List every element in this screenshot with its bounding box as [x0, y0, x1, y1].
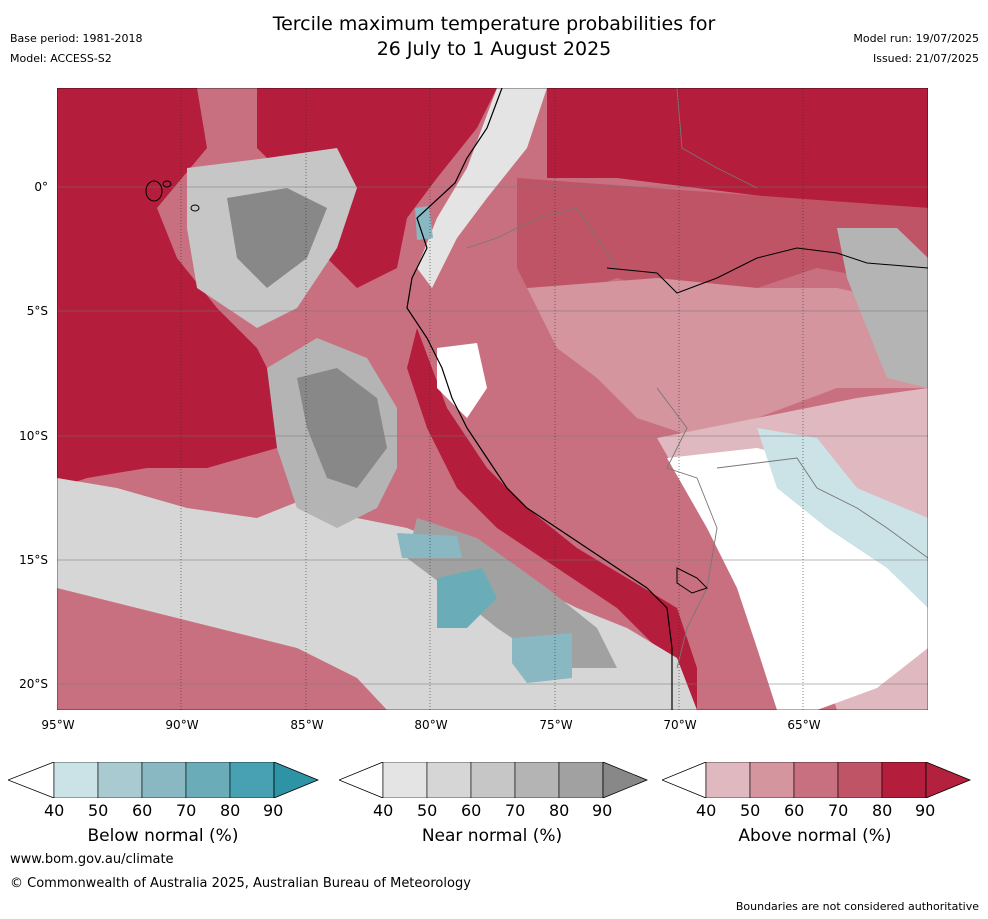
above-tick-50: 50 — [740, 801, 761, 820]
no-dominant-coast-patch — [437, 343, 487, 418]
below-patch-1 — [397, 533, 462, 558]
colorbar-above — [662, 762, 972, 798]
lon-label-3: 80°W — [414, 718, 448, 732]
above-tick-40: 40 — [696, 801, 717, 820]
lon-label-5: 70°W — [663, 718, 697, 732]
above-90-ne — [547, 88, 928, 208]
chart-title: Tercile maximum temperature probabilitie… — [0, 12, 988, 62]
lon-label-6: 65°W — [787, 718, 821, 732]
lon-label-4: 75°W — [539, 718, 573, 732]
lon-label-0: 95°W — [41, 718, 75, 732]
below-tick-90: 90 — [263, 801, 284, 820]
footer-disclaimer: Boundaries are not considered authoritat… — [735, 900, 979, 913]
near-legend-title: Near normal (%) — [421, 826, 563, 846]
near-tick-40: 40 — [373, 801, 394, 820]
colorbar-near — [339, 762, 649, 798]
title-line-1: Tercile maximum temperature probabilitie… — [272, 13, 716, 35]
above-90-ocean-west — [57, 88, 287, 488]
title-line-2: 26 July to 1 August 2025 — [376, 38, 612, 60]
below-40-southeast — [757, 428, 928, 608]
footer-url[interactable]: www.bom.gov.au/climate — [10, 852, 174, 867]
lake-titicaca — [676, 567, 708, 594]
lat-label-1: 5°S — [26, 304, 48, 318]
above-tick-70: 70 — [828, 801, 849, 820]
meta-left: Base period: 1981-2018 Model: ACCESS-S2 — [10, 32, 142, 66]
above-legend-title: Above normal (%) — [738, 826, 892, 846]
lat-label-0: 0° — [34, 180, 48, 194]
near-normal-ocean-nw-core — [227, 188, 327, 288]
lat-label-4: 20°S — [19, 677, 48, 691]
above-tick-80: 80 — [872, 801, 893, 820]
amazon-river — [606, 247, 928, 294]
probability-map — [57, 88, 928, 710]
issued-date: Issued: 21/07/2025 — [872, 52, 979, 65]
latitude-gridlines — [57, 186, 928, 685]
meta-right: Model run: 19/07/2025 Issued: 21/07/2025 — [853, 32, 979, 66]
above-90-coast-band — [407, 328, 697, 710]
near-normal-east — [837, 228, 928, 388]
lon-label-2: 85°W — [290, 718, 324, 732]
near-normal-coastal-strip — [417, 88, 547, 288]
below-tick-80: 80 — [220, 801, 241, 820]
coastline — [406, 88, 673, 710]
near-tick-50: 50 — [417, 801, 438, 820]
national-borders — [466, 88, 928, 669]
near-normal-dark-core — [297, 368, 387, 488]
below-patch-2 — [437, 568, 497, 628]
below-legend-title: Below normal (%) — [87, 826, 239, 846]
above-50-inland — [527, 278, 928, 438]
below-tick-70: 70 — [176, 801, 197, 820]
model-name: Model: ACCESS-S2 — [10, 52, 112, 65]
lon-label-1: 90°W — [165, 718, 199, 732]
galapagos-islands — [145, 180, 200, 212]
base-period: Base period: 1981-2018 — [10, 32, 143, 45]
below-patch-4 — [415, 206, 433, 240]
below-tick-40: 40 — [44, 801, 65, 820]
below-tick-60: 60 — [132, 801, 153, 820]
near-tick-60: 60 — [461, 801, 482, 820]
above-tick-60: 60 — [784, 801, 805, 820]
near-tick-70: 70 — [505, 801, 526, 820]
near-tick-90: 90 — [592, 801, 613, 820]
lat-label-2: 10°S — [19, 429, 48, 443]
lat-label-3: 15°S — [19, 553, 48, 567]
footer-copyright: © Commonwealth of Australia 2025, Austra… — [10, 876, 471, 891]
colorbar-below — [8, 762, 320, 798]
near-tick-80: 80 — [549, 801, 570, 820]
above-tick-90: 90 — [915, 801, 936, 820]
above-70-inland — [517, 178, 928, 308]
model-run: Model run: 19/07/2025 — [853, 32, 979, 45]
below-patch-3 — [512, 633, 572, 683]
below-tick-50: 50 — [88, 801, 109, 820]
